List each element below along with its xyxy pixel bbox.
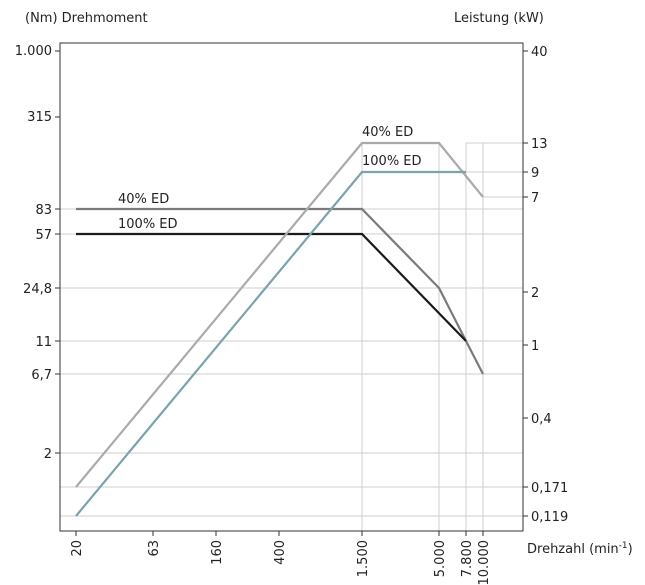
right-axis-title: Leistung (kW) xyxy=(454,11,544,26)
left-axis-title: (Nm) Drehmoment xyxy=(25,11,148,26)
x-tick-label: 400 xyxy=(273,540,288,565)
x-axis-title-close: ) xyxy=(628,542,633,557)
series-label-1: 100% ED xyxy=(118,217,178,232)
tick-labels: 1.000 315 83 57 24,8 11 6,7 2 40 13 9 7 2 1 0,4 0,171 0,… xyxy=(15,44,568,585)
series-line-2 xyxy=(75,141,484,488)
y-right-tick-label: 0,119 xyxy=(531,510,568,525)
x-tick-label: 160 xyxy=(210,540,225,565)
series-line-1 xyxy=(76,232,467,342)
x-tick-label: 7.800 xyxy=(460,540,475,577)
y-left-tick-label: 83 xyxy=(35,203,52,218)
series-label-3: 100% ED xyxy=(362,154,422,169)
y-right-tick-label: 9 xyxy=(531,166,539,181)
x-axis-title: Drehzahl (min-1) xyxy=(527,541,633,557)
y-right-tick-label: 0,4 xyxy=(531,412,552,427)
series-labels: 40% ED 100% ED 40% ED 100% ED xyxy=(118,125,422,232)
series-label-2: 40% ED xyxy=(362,125,413,140)
y-right-tick-label: 2 xyxy=(531,286,539,301)
y-left-tick-label: 6,7 xyxy=(31,368,52,383)
y-left-tick-label: 2 xyxy=(44,447,52,462)
series-label-0: 40% ED xyxy=(118,192,169,207)
y-left-tick-label: 1.000 xyxy=(15,44,52,59)
x-tick-label: 63 xyxy=(147,540,162,557)
y-left-tick-label: 315 xyxy=(27,110,52,125)
y-right-tick-label: 40 xyxy=(531,45,548,60)
x-tick-label: 1.500 xyxy=(356,540,371,577)
y-left-tick-label: 57 xyxy=(35,228,52,243)
y-right-tick-label: 0,171 xyxy=(531,481,568,496)
plot-frame xyxy=(59,42,524,532)
x-tick-label: 20 xyxy=(70,540,85,557)
x-tick-label: 5.000 xyxy=(433,540,448,577)
x-tick-label: 10.000 xyxy=(477,540,492,585)
grid xyxy=(60,142,523,531)
series-line-3 xyxy=(75,170,466,517)
y-right-tick-label: 1 xyxy=(531,339,539,354)
series-line-0 xyxy=(76,207,484,375)
y-right-tick-label: 7 xyxy=(531,191,539,206)
x-axis-title-main: Drehzahl (min xyxy=(527,542,619,557)
y-right-tick-label: 13 xyxy=(531,137,548,152)
series-lines xyxy=(75,141,484,517)
y-left-tick-label: 11 xyxy=(35,335,52,350)
y-left-tick-label: 24,8 xyxy=(23,282,52,297)
x-axis-title-sup: -1 xyxy=(619,541,628,551)
